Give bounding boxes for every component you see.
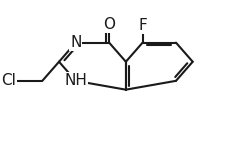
Text: F: F	[138, 17, 147, 32]
Text: NH: NH	[64, 73, 87, 88]
Text: N: N	[70, 35, 81, 50]
Text: Cl: Cl	[1, 73, 16, 88]
Text: O: O	[103, 17, 115, 32]
